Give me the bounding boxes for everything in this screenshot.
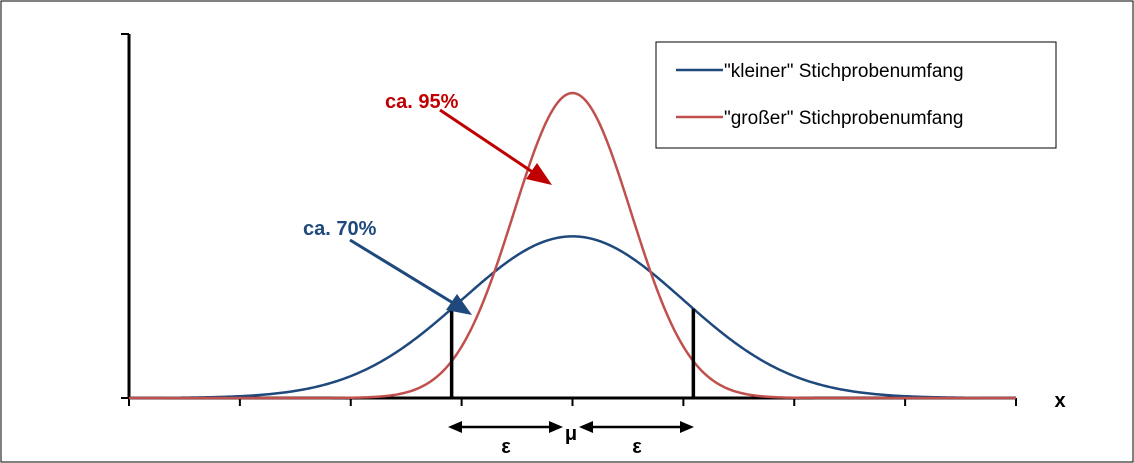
arrow-head-small (446, 294, 472, 315)
epsilon-arrow-left-head-right (549, 421, 563, 433)
epsilon-arrow-right (579, 421, 694, 433)
arrow-head-large (526, 163, 552, 185)
legend-label-small-sample: "kleiner" Stichprobenumfang (724, 61, 964, 82)
epsilon-label-right: ε (632, 436, 642, 458)
annotation-small-share: ca. 70% (303, 218, 377, 240)
epsilon-label-left: ε (501, 436, 511, 458)
epsilon-arrow-right-head-right (680, 421, 694, 433)
x-axis-label: x (1054, 390, 1065, 412)
annotation-large-share: ca. 95% (385, 91, 459, 113)
legend-label-large-sample: "großer" Stichprobenumfang (724, 108, 964, 129)
epsilon-arrow-right-head-left (579, 421, 593, 433)
series-line-large-sample (129, 91, 1016, 400)
arrow-shaft-small (349, 238, 459, 308)
arrow-shaft-large (439, 108, 538, 177)
legend: "kleiner" Stichprobenumfang "großer" Sti… (655, 41, 1057, 149)
annotation-arrow-large (439, 108, 552, 185)
epsilon-arrow-left-head-left (448, 421, 462, 433)
x-axis-ticks (128, 398, 1017, 406)
mu-label: μ (565, 423, 577, 445)
legend-box (655, 41, 1057, 149)
epsilon-arrow-left (448, 421, 563, 433)
series-line-small-sample (128, 235, 1017, 400)
annotation-arrow-small (349, 238, 472, 315)
